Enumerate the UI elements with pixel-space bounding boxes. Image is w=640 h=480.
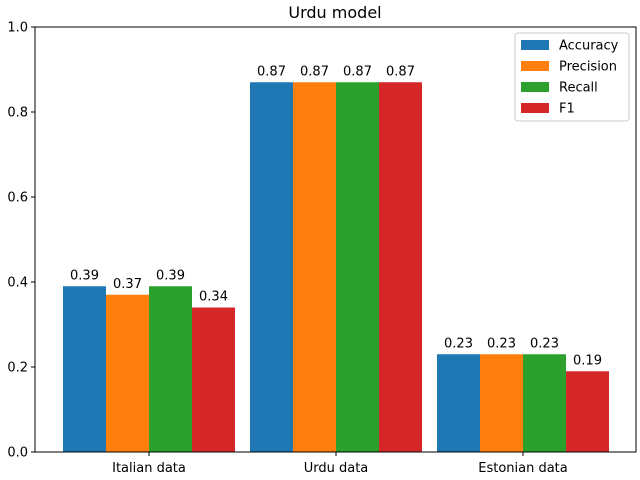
bar-value-label: 0.23 <box>487 336 516 351</box>
bar-value-label: 0.87 <box>343 64 372 79</box>
bar-value-label: 0.39 <box>156 268 185 283</box>
x-tick-label: Estonian data <box>478 461 568 476</box>
bar-f1-1 <box>379 82 422 452</box>
legend-swatch-f1 <box>521 103 549 113</box>
bar-accuracy-1 <box>250 82 293 452</box>
bar-precision-2 <box>480 354 523 452</box>
bar-value-label: 0.23 <box>444 336 473 351</box>
legend-label-precision: Precision <box>559 60 617 75</box>
bar-accuracy-0 <box>63 286 106 452</box>
bar-accuracy-2 <box>437 354 480 452</box>
bar-value-label: 0.87 <box>300 64 329 79</box>
legend-label-accuracy: Accuracy <box>559 39 619 54</box>
y-tick-label: 1.0 <box>7 21 28 36</box>
bar-recall-2 <box>523 354 566 452</box>
legend-swatch-recall <box>521 82 549 92</box>
bar-recall-0 <box>149 286 192 452</box>
legend: Accuracy Precision Recall F1 <box>514 32 630 122</box>
chart-title: Urdu model <box>288 3 381 22</box>
legend-label-recall: Recall <box>559 81 598 96</box>
bar-value-label: 0.87 <box>257 64 286 79</box>
x-tick-label: Urdu data <box>304 461 369 476</box>
bar-value-label: 0.34 <box>199 290 228 305</box>
legend-box <box>514 32 630 122</box>
y-tick-label: 0.6 <box>7 191 28 206</box>
legend-swatch-precision <box>521 61 549 71</box>
y-tick-label: 0.2 <box>7 361 28 376</box>
y-tick-label: 0.8 <box>7 106 28 121</box>
bar-precision-0 <box>106 294 149 452</box>
legend-swatch-accuracy <box>521 40 549 50</box>
x-tick-label: Italian data <box>112 461 186 476</box>
bar-f1-2 <box>566 371 609 452</box>
bar-value-label: 0.37 <box>113 277 142 292</box>
bar-value-label: 0.23 <box>530 336 559 351</box>
y-tick-label: 0.0 <box>7 446 28 461</box>
legend-label-f1: F1 <box>559 102 575 117</box>
bar-value-label: 0.39 <box>70 268 99 283</box>
bar-value-label: 0.87 <box>386 64 415 79</box>
bar-f1-0 <box>192 307 235 452</box>
bars-group <box>63 82 609 452</box>
bar-value-label: 0.19 <box>573 353 602 368</box>
axes-group: 0.0 0.2 0.4 0.6 0.8 1.0 Italian data Urdu data E… <box>7 21 637 476</box>
bar-labels-group: 0.39 0.37 0.39 0.34 0.87 0.87 0.87 0.87 0.23 0.23… <box>70 64 602 368</box>
bar-recall-1 <box>336 82 379 452</box>
bar-precision-1 <box>293 82 336 452</box>
y-tick-label: 0.4 <box>7 276 28 291</box>
